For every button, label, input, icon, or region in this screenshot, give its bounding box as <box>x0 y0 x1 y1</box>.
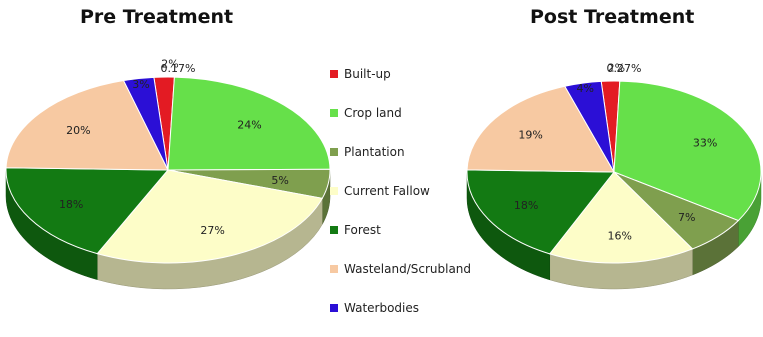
legend-label: Crop land <box>344 106 402 120</box>
legend-swatch <box>330 148 338 156</box>
slice-label: 16% <box>607 230 631 243</box>
pre-treatment-title: Pre Treatment <box>80 6 234 28</box>
pie-slice-wasteland-scrubland <box>5 80 169 171</box>
slice-label: 2% <box>161 58 178 71</box>
slice-label: 24% <box>237 119 261 132</box>
pie-slice-forest <box>466 169 616 255</box>
legend-swatch <box>330 109 338 117</box>
legend-label: Wasteland/Scrubland <box>344 262 472 276</box>
pie-slice-waterbodies <box>122 76 169 171</box>
pie-slice-crop-land <box>613 80 762 222</box>
pie-slice-current-fallow <box>96 169 324 264</box>
legend-label: Built-up <box>344 67 391 81</box>
post-treatment-title: Post Treatment <box>530 6 695 28</box>
pie-slice-crop-land <box>167 76 331 171</box>
slice-label: 3% <box>132 78 149 91</box>
slice-label: 18% <box>514 199 538 212</box>
legend-swatch <box>330 265 338 273</box>
legend-item-crop-land: Crop land <box>330 103 500 123</box>
legend-label: Plantation <box>344 145 405 159</box>
slice-label: 19% <box>518 129 542 142</box>
post-treatment-pie-chart: 2% 33% 7% 16% 18% 19% 4% 0.27% <box>466 62 762 290</box>
legend-item-forest: Forest <box>330 220 500 240</box>
slice-label: 2% <box>608 62 625 75</box>
annotation-label: 0.27% <box>607 62 642 75</box>
annotation-label: 0.17% <box>161 62 196 75</box>
legend-swatch <box>330 304 338 312</box>
legend-item-built-up: Built-up <box>330 64 500 84</box>
legend-label: Waterbodies <box>344 301 420 315</box>
slice-label: 7% <box>678 211 695 224</box>
chart-legend: Built-up Crop land Plantation Current Fa… <box>330 64 500 337</box>
legend-label: Current Fallow <box>344 184 430 198</box>
slice-label: 27% <box>200 224 224 237</box>
pie-slice-waterbodies <box>564 80 615 173</box>
slice-label: 33% <box>693 136 717 149</box>
legend-item-waterbodies: Waterbodies <box>330 298 500 318</box>
legend-item-current-fallow: Current Fallow <box>330 181 500 201</box>
legend-swatch <box>330 187 338 195</box>
legend-label: Forest <box>344 223 381 237</box>
slice-label: 18% <box>59 198 83 211</box>
legend-item-wasteland-scrubland: Wasteland/Scrubland <box>330 259 500 279</box>
pie-slice-current-fallow <box>548 171 694 264</box>
slice-label: 20% <box>66 124 90 137</box>
slice-label: 5% <box>271 174 288 187</box>
pie-slice-wasteland-scrubland <box>466 85 615 173</box>
pie-slice-forest <box>5 167 170 255</box>
pre-treatment-pie-chart: 2% 24% 5% 27% 18% 20% 3% 0.17% <box>5 58 331 290</box>
legend-swatch <box>330 70 338 78</box>
legend-item-plantation: Plantation <box>330 142 500 162</box>
slice-label: 4% <box>577 82 594 95</box>
legend-swatch <box>330 226 338 234</box>
